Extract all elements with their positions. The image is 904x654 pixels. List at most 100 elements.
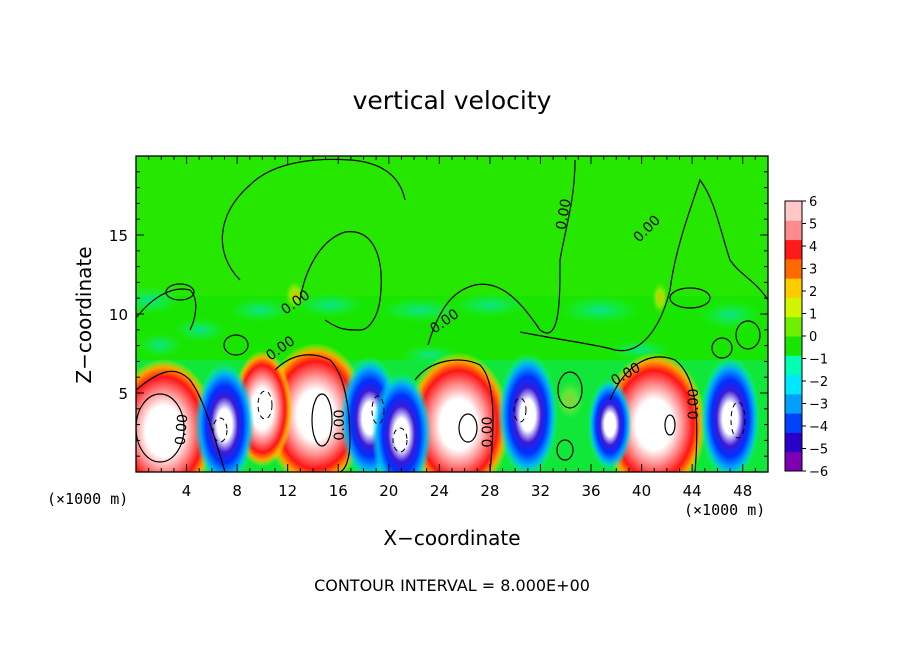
contour-line [519, 178, 768, 352]
colorbar-tick-label: −3 [809, 398, 828, 413]
field-blob [560, 296, 640, 324]
colorbar-tick-label: 4 [809, 240, 817, 255]
colorbar-segment [785, 393, 802, 414]
colorbar-segment [785, 220, 802, 241]
x-unit-label: (×1000 m) [47, 490, 129, 508]
contour-line [669, 287, 711, 309]
colorbar-tick-label: 5 [809, 218, 817, 233]
colorbar-tick-label: 0 [809, 330, 817, 345]
colorbar-tick-label: −6 [809, 465, 828, 480]
y-tick-label: 5 [118, 385, 128, 403]
updraft-cell [263, 343, 368, 472]
colorbar-segment [785, 432, 802, 453]
contour-lines [136, 158, 768, 472]
contour-line [427, 159, 576, 346]
x-tick-label: 20 [379, 482, 398, 500]
contour-line [557, 371, 583, 409]
x-tick-label: 16 [329, 482, 348, 500]
x-tick-label: 24 [430, 482, 449, 500]
colorbar-segment [785, 297, 802, 318]
contour-line [458, 413, 478, 443]
field-blob [285, 281, 305, 309]
heatmap-field: 0.000.000.000.00 0.000.00 0.000.000.000.00 [136, 156, 768, 472]
colorbar-segment [785, 336, 802, 356]
colorbar-segment [785, 201, 802, 221]
x-tick-label: 8 [232, 482, 242, 500]
contour-line [221, 158, 406, 281]
colorbar-segment [785, 413, 802, 433]
x-tick-label: 28 [480, 482, 499, 500]
colorbar-tick-label: −4 [809, 420, 828, 435]
colorbar-segment [785, 451, 802, 472]
colorbar-segment [785, 355, 802, 376]
field-blob [700, 301, 760, 329]
contour-line [257, 390, 273, 420]
contour-line [311, 393, 333, 447]
contour-line [299, 231, 382, 331]
downdraft-cell [700, 356, 761, 472]
x-tick-label: 32 [531, 482, 550, 500]
x-axis-label: X−coordinate [383, 526, 521, 550]
x-tick-label: 48 [733, 482, 752, 500]
contour-line [735, 320, 761, 350]
field-texture [136, 281, 760, 420]
field-blob [652, 282, 668, 314]
y-axis-label: Z−coordinate [72, 246, 96, 384]
colorbar-tick-label: −5 [809, 443, 828, 458]
contour-line [730, 401, 746, 439]
contour-line [513, 397, 527, 423]
contour-line [609, 356, 698, 472]
downdraft-cell [588, 378, 632, 471]
updraft-cell [136, 358, 216, 472]
contour-line [711, 337, 733, 359]
colorbar-segment [785, 316, 802, 337]
contour-line [212, 417, 228, 443]
contour-interval-note: CONTOUR INTERVAL = 8.000E+00 [314, 576, 590, 595]
upper-field [136, 156, 768, 296]
contour-line [664, 414, 676, 436]
contour-line [392, 427, 408, 453]
colorbar: 6 5 4 3 2 1 0 −1 −2 −3 −4 −5 −6 [784, 195, 828, 480]
colorbar-segment [785, 258, 802, 279]
colorbar-tick-label: 6 [809, 195, 817, 210]
contour-label: 0.00 [173, 413, 192, 445]
field-blob [174, 318, 226, 342]
downdraft-cell [497, 353, 558, 472]
downdraft-cell [371, 372, 432, 472]
colorbar-tick-label: 3 [809, 263, 817, 278]
contour-label: 0.00 [553, 198, 574, 231]
colorbar-tick-label: −2 [809, 375, 828, 390]
negative-contours [212, 390, 746, 453]
contour-label: 0.00 [332, 409, 348, 440]
colorbar-segment [785, 278, 802, 298]
contour-line [414, 359, 494, 472]
field-blob [138, 333, 182, 357]
contour-line [136, 393, 185, 463]
y-axis: 5 10 15 [109, 171, 768, 457]
x-tick-label: 40 [632, 482, 651, 500]
contour-line [136, 288, 197, 331]
contour-line [274, 354, 351, 472]
updraft-cell [406, 352, 511, 472]
x-axis: 4 8 12 16 20 24 28 32 36 40 44 48 [148, 156, 756, 500]
x-tick-label: 44 [683, 482, 702, 500]
x-unit-label: (×1000 m) [684, 501, 766, 519]
chart-title: vertical velocity [352, 86, 552, 115]
contour-line [136, 370, 226, 472]
contour-line [165, 283, 195, 301]
contour-label: 0.00 [480, 416, 496, 447]
colorbar-segment [785, 374, 802, 395]
x-tick-label: 36 [581, 482, 600, 500]
colorbar-segment [785, 239, 802, 260]
contour-line [223, 334, 249, 356]
y-tick-label: 15 [109, 227, 128, 245]
field-blob [230, 298, 290, 322]
colorbar-tick-label: 2 [809, 285, 817, 300]
field-blob [556, 380, 584, 420]
colorbar-tick-label: 1 [809, 308, 817, 323]
contour-line [371, 395, 385, 425]
downdraft-cell [194, 362, 255, 472]
contour-label: 0.00 [686, 388, 702, 419]
field-blob [136, 286, 180, 314]
